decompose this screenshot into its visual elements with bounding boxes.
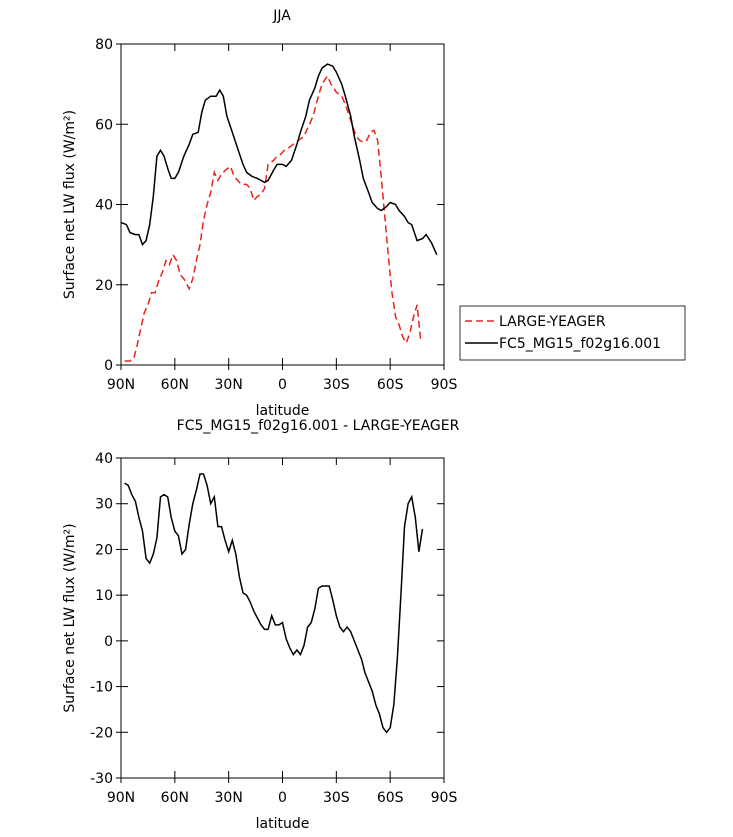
x-tick-label: 0	[278, 790, 287, 806]
chart-title: FC5_MG15_f02g16.001 - LARGE-YEAGER	[177, 418, 460, 434]
x-tick-label: 60N	[161, 377, 189, 393]
x-tick-label: 30S	[323, 377, 350, 393]
chart-title: JJA	[272, 8, 291, 24]
legend-box	[459, 305, 686, 361]
y-tick-label: 20	[95, 278, 113, 294]
x-tick-label: 90N	[107, 790, 135, 806]
data-line	[124, 74, 422, 362]
x-tick-label: 60S	[377, 377, 404, 393]
y-axis-label: Surface net LW flux (W/m²)	[62, 110, 78, 299]
x-tick-label: 0	[278, 377, 287, 393]
x-axis-label: latitude	[256, 816, 310, 832]
y-tick-label: 60	[95, 117, 113, 133]
legend-label: LARGE-YEAGER	[499, 314, 606, 330]
x-tick-label: 60N	[161, 790, 189, 806]
x-tick-label: 30N	[215, 790, 243, 806]
x-tick-label: 90S	[431, 790, 458, 806]
x-axis-label: latitude	[256, 403, 310, 419]
y-tick-label: 40	[95, 451, 113, 467]
y-tick-label: 30	[95, 497, 113, 513]
y-tick-label: 20	[95, 542, 113, 558]
y-tick-label: -10	[90, 680, 113, 696]
y-tick-label: -20	[90, 725, 113, 741]
y-tick-label: 0	[104, 358, 113, 374]
x-tick-label: 90N	[107, 377, 135, 393]
y-tick-label: -30	[90, 771, 113, 787]
y-tick-label: 80	[95, 37, 113, 53]
y-tick-label: 0	[104, 634, 113, 650]
x-tick-label: 90S	[431, 377, 458, 393]
y-tick-label: 40	[95, 198, 113, 214]
x-tick-label: 30N	[215, 377, 243, 393]
x-tick-label: 60S	[377, 790, 404, 806]
x-tick-label: 30S	[323, 790, 350, 806]
y-tick-label: 10	[95, 588, 113, 604]
y-axis-label: Surface net LW flux (W/m²)	[62, 523, 78, 712]
legend-label: FC5_MG15_f02g16.001	[499, 336, 661, 352]
data-line	[120, 63, 438, 256]
data-line	[124, 473, 424, 734]
